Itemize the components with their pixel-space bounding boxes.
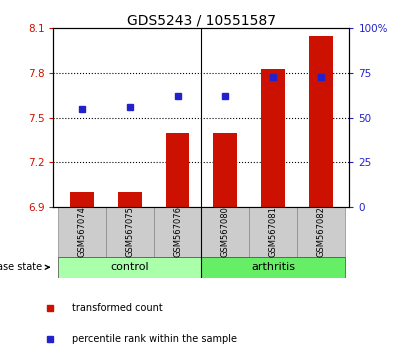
Text: GSM567080: GSM567080 [221,206,230,257]
Bar [201,207,249,257]
Text: GSM567082: GSM567082 [316,206,325,257]
Bar [154,207,201,257]
Bar [58,257,201,278]
Text: GSM567081: GSM567081 [268,206,277,257]
Text: GSM567076: GSM567076 [173,206,182,257]
Bar [213,133,237,207]
Bar [58,207,106,257]
Text: GSM567075: GSM567075 [125,206,134,257]
Text: arthritis: arthritis [251,262,295,272]
Bar [309,36,332,207]
Bar [249,207,297,257]
Bar [106,207,154,257]
Text: disease state: disease state [0,262,49,272]
Text: transformed count: transformed count [72,303,163,313]
Bar [70,192,94,207]
Text: percentile rank within the sample: percentile rank within the sample [72,334,237,344]
Bar [261,69,285,207]
Bar [297,207,344,257]
Title: GDS5243 / 10551587: GDS5243 / 10551587 [127,13,276,27]
Text: GSM567074: GSM567074 [78,206,87,257]
Bar [118,192,142,207]
Bar [201,257,344,278]
Bar [166,133,189,207]
Text: control: control [111,262,149,272]
